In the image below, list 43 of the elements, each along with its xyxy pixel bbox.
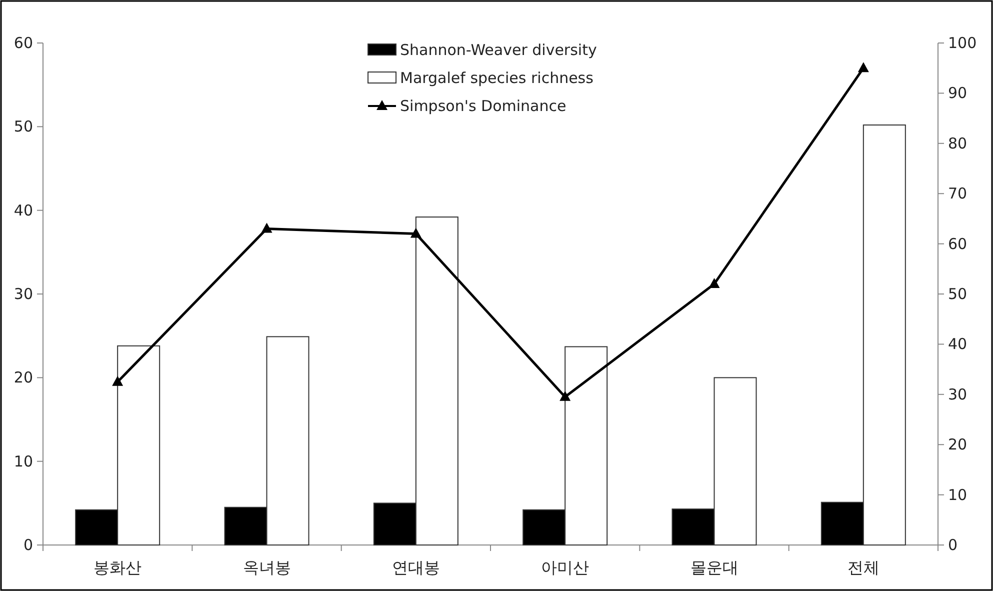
y-tick-label: 20 <box>14 368 33 387</box>
y2-tick-label: 50 <box>948 285 968 303</box>
bar <box>117 345 160 546</box>
y2-tick-label: 0 <box>948 536 958 554</box>
y-tick-label: 0 <box>23 536 33 554</box>
y2-tick-label: 70 <box>948 184 968 203</box>
bar <box>672 508 715 546</box>
point <box>261 222 272 233</box>
y-tick-label: 10 <box>14 452 33 470</box>
point <box>112 376 124 386</box>
point <box>858 62 869 72</box>
legend-label: Simpson's Dominance <box>400 97 566 115</box>
y2-tick-label: 40 <box>948 335 968 354</box>
x-tick-label: 전체 <box>847 558 880 577</box>
point <box>708 278 720 288</box>
y2-tick-label: 10 <box>948 486 968 504</box>
y-tick-label: 60 <box>14 34 33 52</box>
bar <box>75 509 118 546</box>
bar <box>820 502 864 546</box>
y2-tick-label: 30 <box>948 385 968 404</box>
x-tick-label: 아미산 <box>541 558 590 577</box>
x-tick-label: 연대봉 <box>392 558 440 577</box>
y2-tick-label: 100 <box>948 34 977 52</box>
bar <box>224 506 268 546</box>
bar <box>714 377 757 546</box>
point <box>410 228 422 238</box>
y-tick-label: 50 <box>14 118 33 136</box>
bar <box>266 336 310 546</box>
y2-tick-label: 20 <box>948 436 968 454</box>
bar <box>564 346 608 546</box>
y2-tick-label: 60 <box>948 234 968 253</box>
x-tick-label: 옥녀봉 <box>242 558 291 577</box>
y-tick-label: 40 <box>14 201 33 220</box>
x-tick-label: 봉화산 <box>94 558 142 577</box>
point <box>560 390 571 401</box>
bar <box>373 502 416 546</box>
bar <box>522 509 566 546</box>
y2-tick-label: 90 <box>948 84 968 102</box>
x-tick-label: 몰운대 <box>690 558 738 577</box>
y2-tick-label: 80 <box>948 134 968 152</box>
bar <box>415 216 458 546</box>
y-tick-label: 30 <box>14 285 33 303</box>
bar <box>862 124 906 546</box>
